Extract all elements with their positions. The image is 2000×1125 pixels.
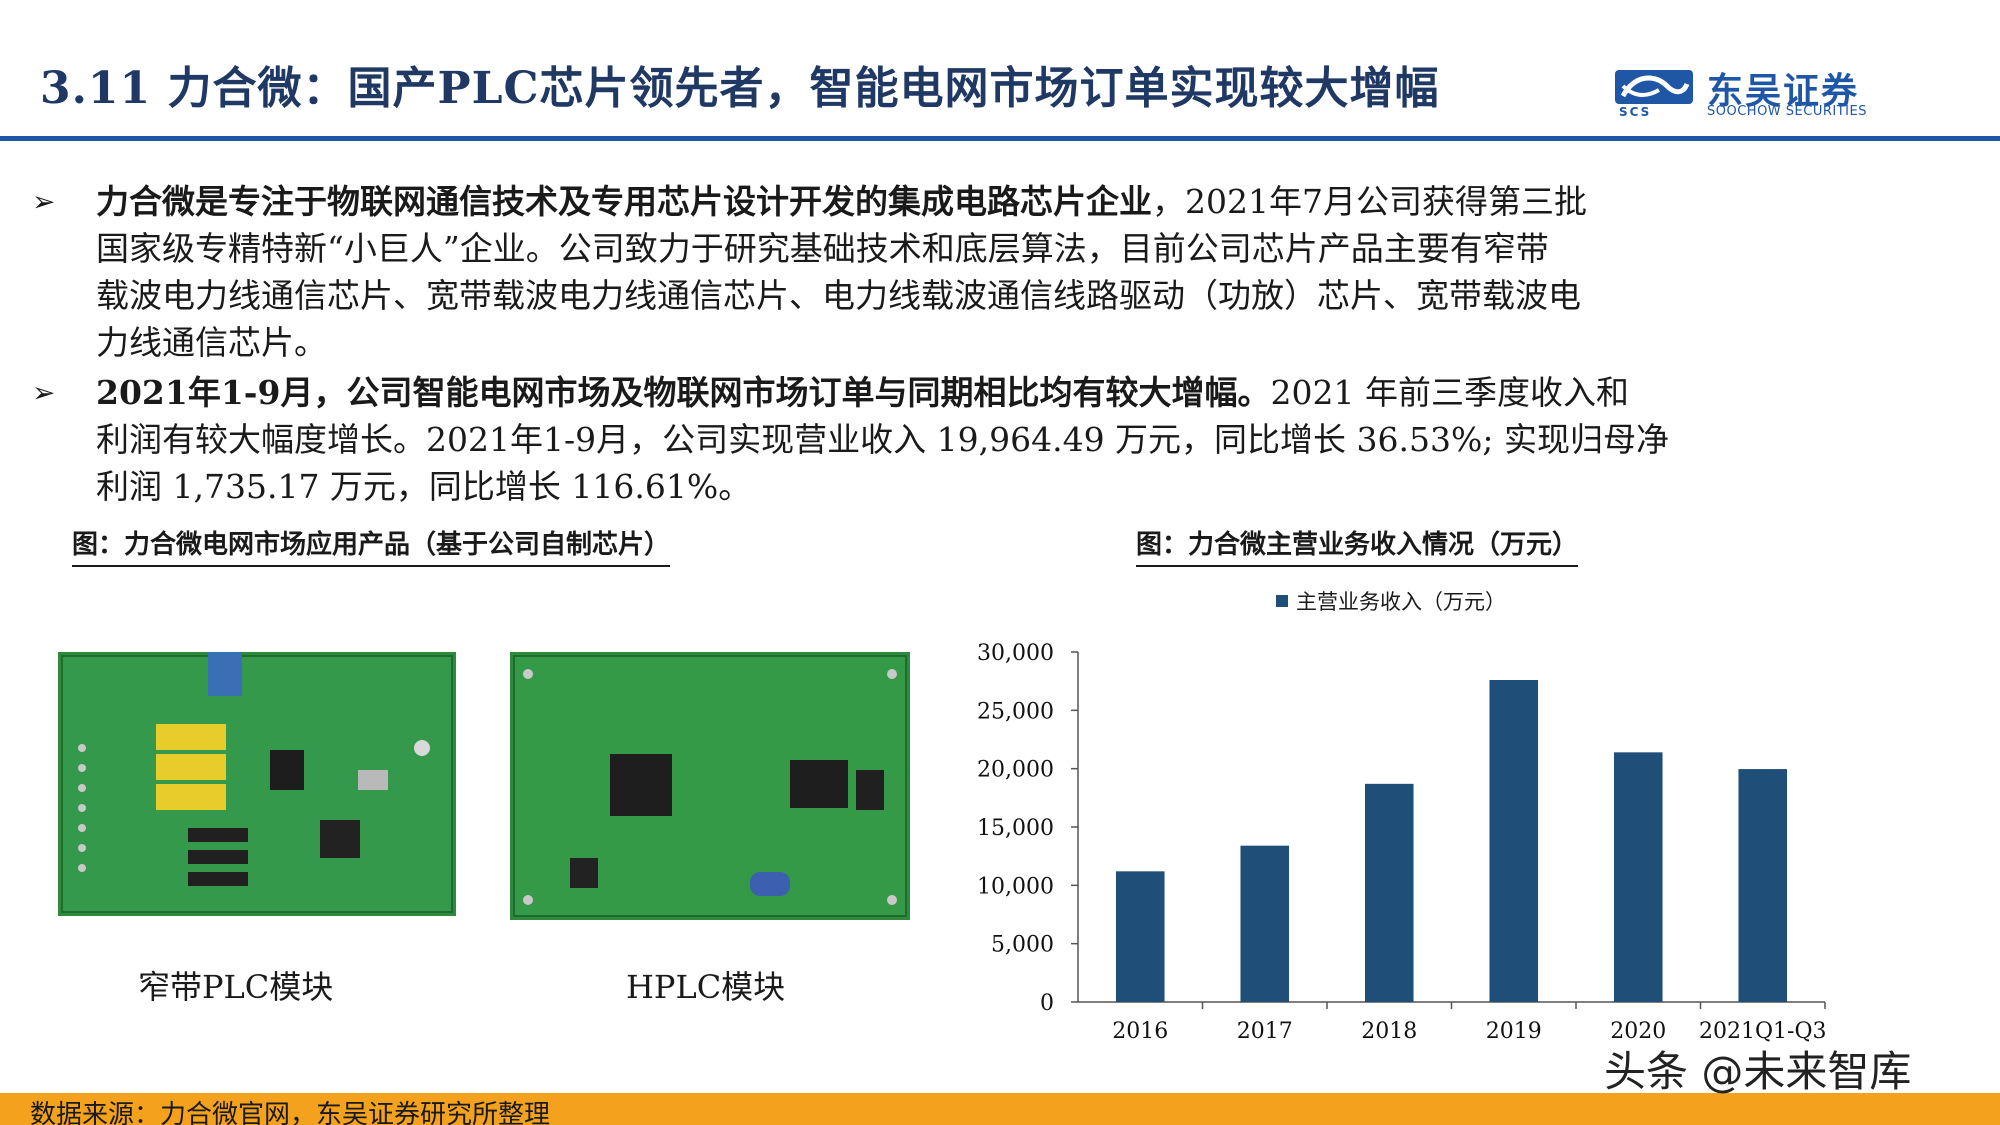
y-tick-label: 0 [1040, 991, 1054, 1016]
pcb-label: HPLC模块 [626, 968, 786, 1006]
header-divider [0, 136, 2000, 141]
bullet-text: ，2021年7月公司获得第三批 [1152, 182, 1587, 221]
bullet-item: ➢ 2021年1-9月，公司智能电网市场及物联网市场订单与同期相比均有较大增幅。… [30, 369, 1870, 510]
data-source: 数据来源：力合微官网，东吴证券研究所整理 [30, 1100, 551, 1125]
scs-logo-icon [1615, 70, 1693, 104]
footer-bar [0, 1093, 2000, 1125]
bar [1240, 845, 1290, 1002]
y-tick-label: 10,000 [977, 874, 1054, 899]
y-tick-label: 20,000 [977, 758, 1054, 783]
logo-name-en: SOOCHOW SECURITIES [1707, 104, 1867, 119]
left-figure-caption: 图：力合微电网市场应用产品（基于公司自制芯片） [72, 524, 671, 567]
x-tick-label: 2017 [1237, 1019, 1293, 1044]
bullet-arrow-icon: ➢ [32, 376, 56, 409]
bullet-lead: 2021年1-9月，公司智能电网市场及物联网市场订单与同期相比均有较大增幅。 [96, 373, 1271, 412]
bar [1738, 769, 1788, 1002]
slide-header: 3.11 力合微：国产PLC芯片领先者，智能电网市场订单实现较大增幅 SCS 东… [0, 0, 2000, 141]
soochow-securities-logo: SCS 东吴证券 SOOCHOW SECURITIES [1615, 62, 1895, 122]
logo-abbr: SCS [1619, 105, 1652, 119]
slide-title: 3.11 力合微：国产PLC芯片领先者，智能电网市场订单实现较大增幅 [40, 63, 1440, 114]
bar [1489, 680, 1539, 1002]
y-tick-label: 5,000 [991, 933, 1054, 958]
bullet-item: ➢ 力合微是专注于物联网通信技术及专用芯片设计开发的集成电路芯片企业，2021年… [30, 178, 1870, 366]
bullet-lead: 力合微是专注于物联网通信技术及专用芯片设计开发的集成电路芯片企业 [96, 182, 1152, 221]
bullet-text: 利润 1,735.17 万元，同比增长 116.61%。 [96, 467, 752, 506]
x-tick-label: 2020 [1610, 1019, 1666, 1044]
x-tick-label: 2016 [1112, 1019, 1168, 1044]
y-tick-label: 30,000 [977, 641, 1054, 666]
right-figure-caption: 图：力合微主营业务收入情况（万元） [1136, 524, 1579, 567]
legend-swatch [1276, 595, 1288, 607]
bullet-text: 载波电力线通信芯片、宽带载波电力线通信芯片、电力线载波通信线路驱动（功放）芯片、… [96, 276, 1581, 315]
logo-name-cn: 东吴证券 [1707, 71, 1860, 112]
bullet-arrow-icon: ➢ [32, 185, 56, 218]
bar [1115, 871, 1165, 1002]
y-tick-label: 25,000 [977, 699, 1054, 724]
pcb-narrowband-module-image [58, 652, 456, 916]
legend-label: 主营业务收入（万元） [1296, 590, 1506, 614]
x-tick-label: 2019 [1486, 1019, 1542, 1044]
x-tick-label: 2018 [1361, 1019, 1417, 1044]
y-tick-label: 15,000 [977, 816, 1054, 841]
pcb-label: 窄带PLC模块 [138, 968, 334, 1006]
x-tick-label: 2021Q1-Q3 [1699, 1019, 1827, 1044]
bullet-text: 2021 年前三季度收入和 [1270, 373, 1629, 412]
chart-legend: 主营业务收入（万元） [1276, 586, 1506, 616]
bullet-text: 力线通信芯片。 [96, 323, 327, 362]
bar [1613, 752, 1663, 1002]
bullet-text: 国家级专精特新“小巨人”企业。公司致力于研究基础技术和底层算法，目前公司芯片产品… [96, 229, 1549, 268]
bar [1364, 783, 1414, 1002]
pcb-hplc-module-image [510, 652, 910, 920]
bullet-list: ➢ 力合微是专注于物联网通信技术及专用芯片设计开发的集成电路芯片企业，2021年… [30, 178, 1870, 510]
watermark: 头条 @未来智库 [1604, 1047, 1912, 1096]
revenue-bar-chart: 0 5,000 10,000 15,000 20,000 25,000 30,000 2016… [977, 641, 1827, 1044]
bullet-text: 利润有较大幅度增长。2021年1-9月，公司实现营业收入 19,964.49 万… [96, 420, 1669, 459]
